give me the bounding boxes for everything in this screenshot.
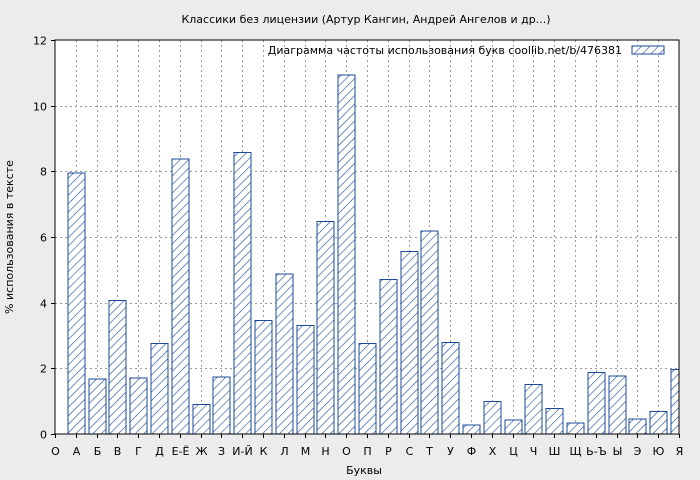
x-tick-label: Ш xyxy=(549,445,561,458)
bar xyxy=(296,324,315,435)
x-tick-label: М xyxy=(301,445,311,458)
bar xyxy=(254,319,273,435)
bar xyxy=(192,403,211,435)
bar xyxy=(566,422,585,435)
bar xyxy=(108,299,127,435)
x-tick-label: Д xyxy=(155,445,164,458)
x-tick-labels: О А Б В Г Д Е-Ё Ж З И-Й К Л М Н О П Р С Т У Ф Х Ц Ч Ш Щ Ь-Ъ Ы Э Ю Я xyxy=(51,434,683,458)
bar xyxy=(400,250,419,435)
x-tick-label: Л xyxy=(280,445,288,458)
bar xyxy=(587,372,606,435)
bar xyxy=(88,378,107,435)
y-tick-label: 0 xyxy=(40,429,47,442)
x-tick-label: А xyxy=(73,445,81,458)
x-tick-label: Я xyxy=(676,445,684,458)
bar xyxy=(171,158,190,435)
y-tick-label: 12 xyxy=(33,35,47,48)
x-tick-label: Ы xyxy=(613,445,623,458)
bar xyxy=(150,343,169,435)
x-axis-label: Буквы xyxy=(346,464,382,477)
legend-swatch xyxy=(631,45,665,55)
x-tick-label: О xyxy=(342,445,351,458)
x-tick-label: Н xyxy=(321,445,329,458)
x-tick-label: Б xyxy=(94,445,102,458)
x-tick-label: И-Й xyxy=(232,445,252,458)
bar xyxy=(358,343,377,435)
y-tick-label: 6 xyxy=(40,232,47,245)
gridlines xyxy=(55,40,679,434)
x-tick-label: Щ xyxy=(569,445,581,458)
x-tick-label: К xyxy=(260,445,268,458)
bar xyxy=(628,418,647,435)
bar xyxy=(129,377,148,435)
bar xyxy=(483,400,502,435)
x-tick-label: У xyxy=(447,445,454,458)
x-tick-label: Ч xyxy=(530,445,538,458)
chart-title: Классики без лицензии (Артур Кангин, Анд… xyxy=(181,13,550,26)
x-tick-label: В xyxy=(114,445,122,458)
bar xyxy=(462,424,481,435)
bar xyxy=(608,375,627,435)
x-tick-label: Е-Ё xyxy=(172,445,190,458)
x-tick-label: Ю xyxy=(653,445,665,458)
x-tick-label: П xyxy=(363,445,371,458)
x-tick-label: Ж xyxy=(196,445,208,458)
x-tick-label: О xyxy=(51,445,60,458)
bars xyxy=(67,74,680,435)
y-tick-label: 2 xyxy=(40,363,47,376)
x-tick-label: Х xyxy=(489,445,497,458)
bar xyxy=(545,407,564,435)
y-tick-label: 8 xyxy=(40,166,47,179)
x-tick-label: З xyxy=(218,445,225,458)
x-tick-label: Г xyxy=(135,445,142,458)
bar xyxy=(337,74,356,435)
x-tick-label: Т xyxy=(425,445,433,458)
y-tick-label: 4 xyxy=(40,298,47,311)
bar xyxy=(649,410,668,435)
legend: Диаграмма частоты использования букв coo… xyxy=(268,44,665,57)
y-tick-label: 10 xyxy=(33,101,47,114)
x-tick-label: Р xyxy=(385,445,392,458)
x-tick-label: Ц xyxy=(509,445,518,458)
bar xyxy=(212,376,231,435)
legend-label: Диаграмма частоты использования букв coo… xyxy=(268,44,622,57)
y-axis-label: % использования в тексте xyxy=(3,160,16,314)
bar xyxy=(379,279,398,435)
bar xyxy=(420,230,439,435)
x-tick-label: Э xyxy=(634,445,642,458)
bar xyxy=(275,273,294,435)
bar xyxy=(670,368,680,435)
bar xyxy=(316,221,335,435)
bar xyxy=(441,342,460,435)
x-tick-label: С xyxy=(406,445,414,458)
x-tick-label: Ф xyxy=(467,445,476,458)
bar xyxy=(67,172,86,435)
y-tick-labels: 0 2 4 6 8 10 12 xyxy=(33,35,55,442)
x-tick-label: Ь-Ъ xyxy=(586,445,607,458)
bar xyxy=(233,152,252,435)
bar xyxy=(504,419,523,435)
bar xyxy=(524,383,543,435)
